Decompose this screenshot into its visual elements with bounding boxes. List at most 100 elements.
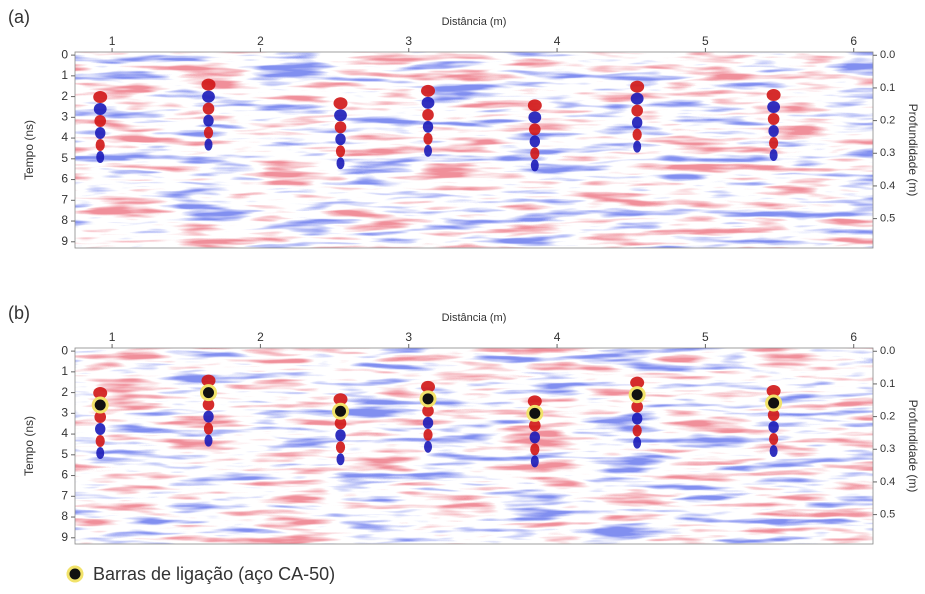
x-tick-label: 1 [109,330,116,344]
reflection [632,424,642,437]
reflection [95,435,105,448]
rebar-point [332,402,350,420]
x-tick-label: 3 [405,34,412,48]
y-tick-label: 8 [61,509,68,523]
y2-tick-label: 0.4 [880,476,895,488]
reflection [423,428,433,441]
y-tick-label: 0 [61,47,68,61]
reflection [422,108,434,121]
y2-tick-label: 0.0 [880,49,895,61]
reflection [633,140,642,153]
reflection [421,84,436,97]
reflection [631,412,643,425]
reflection [631,400,643,413]
rebar-point [91,396,109,414]
y2-tick-label: 0.1 [880,82,895,94]
reflection [422,120,434,133]
legend-marker [66,565,84,583]
reflection [423,132,433,145]
plot-frame [74,51,874,249]
y2-axis-label: Profundidade (m) [906,104,920,197]
radargram-texture [75,348,873,544]
y-tick-label: 5 [61,151,68,165]
reflection [95,423,106,436]
reflection [202,398,215,411]
reflection [421,96,435,109]
reflection [630,80,645,93]
reflection [767,100,781,113]
y-tick-label: 6 [61,468,68,482]
rebar-point [419,390,437,408]
reflection [424,440,433,453]
reflection [769,444,778,457]
y-tick-label: 6 [61,172,68,186]
reflection [96,447,105,460]
reflection [766,384,781,397]
x-tick-label: 5 [702,34,709,48]
reflection [633,436,642,449]
plot-frame [74,347,874,545]
reflection [529,135,541,148]
reflection [631,116,643,129]
y-tick-label: 3 [61,406,68,420]
reflection [203,114,214,127]
reflection [529,431,541,444]
reflection [94,411,107,424]
y-axis-label: Tempo (ns) [22,120,36,180]
reflection [93,387,108,400]
legend-label: Barras de ligação (aço CA-50) [93,564,335,584]
reflection [203,422,214,435]
reflection [336,157,345,170]
y2-tick-label: 0.3 [880,443,895,455]
reflection [530,147,540,160]
reflection [203,126,214,139]
x-tick-label: 5 [702,330,709,344]
reflection [530,455,539,468]
x-axis-label: Distância (m) [442,312,507,324]
y-tick-label: 9 [61,234,68,248]
reflection [529,419,541,432]
y2-tick-label: 0.1 [880,378,895,390]
reflection [95,139,105,152]
x-tick-label: 3 [405,330,412,344]
reflection [333,97,348,110]
rebar-point [628,386,646,404]
reflection [335,133,346,146]
x-tick-label: 4 [554,330,561,344]
reflection [204,138,213,151]
y-tick-label: 2 [61,385,68,399]
reflection [333,393,348,406]
reflection [424,144,433,157]
reflection [335,441,346,454]
y-tick-label: 9 [61,530,68,544]
x-tick-label: 2 [257,330,264,344]
reflection [94,115,107,128]
y2-tick-label: 0.5 [880,509,895,521]
reflection [93,91,108,104]
reflection [95,127,106,140]
y2-tick-label: 0.2 [880,115,895,127]
reflection [769,136,779,149]
y-tick-label: 5 [61,447,68,461]
reflection [528,111,542,124]
reflection [769,148,778,161]
rebar-point [765,394,783,412]
y-axis-label: Tempo (ns) [22,416,36,476]
reflection [630,376,645,389]
y-tick-label: 0 [61,343,68,357]
reflection [530,443,540,456]
x-tick-label: 2 [257,34,264,48]
reflection [334,417,347,430]
reflection [202,102,215,115]
radargram-texture [75,52,873,248]
x-tick-label: 6 [850,34,857,48]
y2-tick-label: 0.5 [880,213,895,225]
panel-label: (a) [8,7,30,27]
y-tick-label: 2 [61,89,68,103]
rebar-point [526,404,544,422]
y-tick-label: 8 [61,213,68,227]
x-tick-label: 1 [109,34,116,48]
reflection [202,90,215,103]
y2-tick-label: 0.3 [880,147,895,159]
